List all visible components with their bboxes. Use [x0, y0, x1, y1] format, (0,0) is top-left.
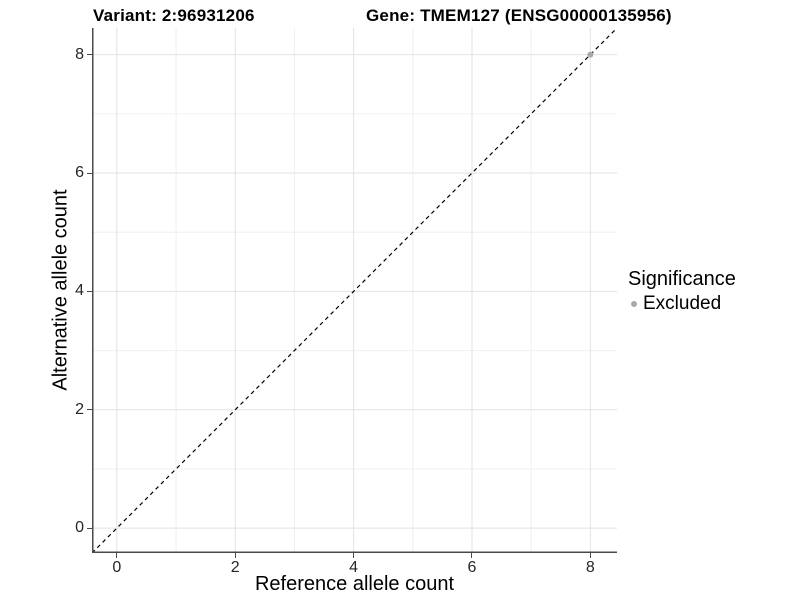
gene-title: Gene: TMEM127 (ENSG00000135956) — [366, 6, 672, 25]
legend: Significance Excluded — [628, 268, 736, 315]
y-tick-label: 8 — [75, 45, 84, 63]
y-tick-label: 6 — [75, 164, 84, 181]
plot-canvas — [91, 27, 618, 554]
y-tick-mark — [87, 290, 92, 292]
x-tick-label: 0 — [112, 559, 122, 576]
x-axis-label: Reference allele count — [254, 573, 454, 595]
x-tick-mark — [234, 553, 236, 558]
legend-entry-excluded: Excluded — [628, 293, 736, 315]
legend-title: Significance — [628, 268, 736, 290]
y-axis-label: Alternative allele count — [49, 189, 72, 391]
identity-line — [91, 27, 618, 554]
excluded-point-icon — [631, 301, 637, 307]
y-tick-label: 0 — [75, 519, 84, 537]
y-tick-mark — [87, 527, 92, 529]
x-tick-label: 2 — [230, 559, 240, 576]
y-tick-mark — [87, 54, 92, 56]
data-point — [587, 51, 594, 58]
variant-title: Variant: 2:96931206 — [93, 6, 255, 25]
y-tick-label: 4 — [75, 282, 84, 300]
x-tick-label: 4 — [349, 559, 359, 576]
x-tick-label: 8 — [585, 559, 595, 576]
x-tick-label: 6 — [467, 559, 477, 576]
legend-entry-label: Excluded — [643, 293, 722, 314]
x-tick-mark — [471, 553, 473, 558]
y-tick-label: 2 — [75, 400, 84, 418]
plot-panel — [91, 27, 618, 554]
y-tick-mark — [87, 172, 92, 174]
x-tick-mark — [116, 553, 118, 558]
y-tick-mark — [87, 409, 92, 411]
x-tick-mark — [589, 553, 591, 558]
x-tick-mark — [353, 553, 355, 558]
